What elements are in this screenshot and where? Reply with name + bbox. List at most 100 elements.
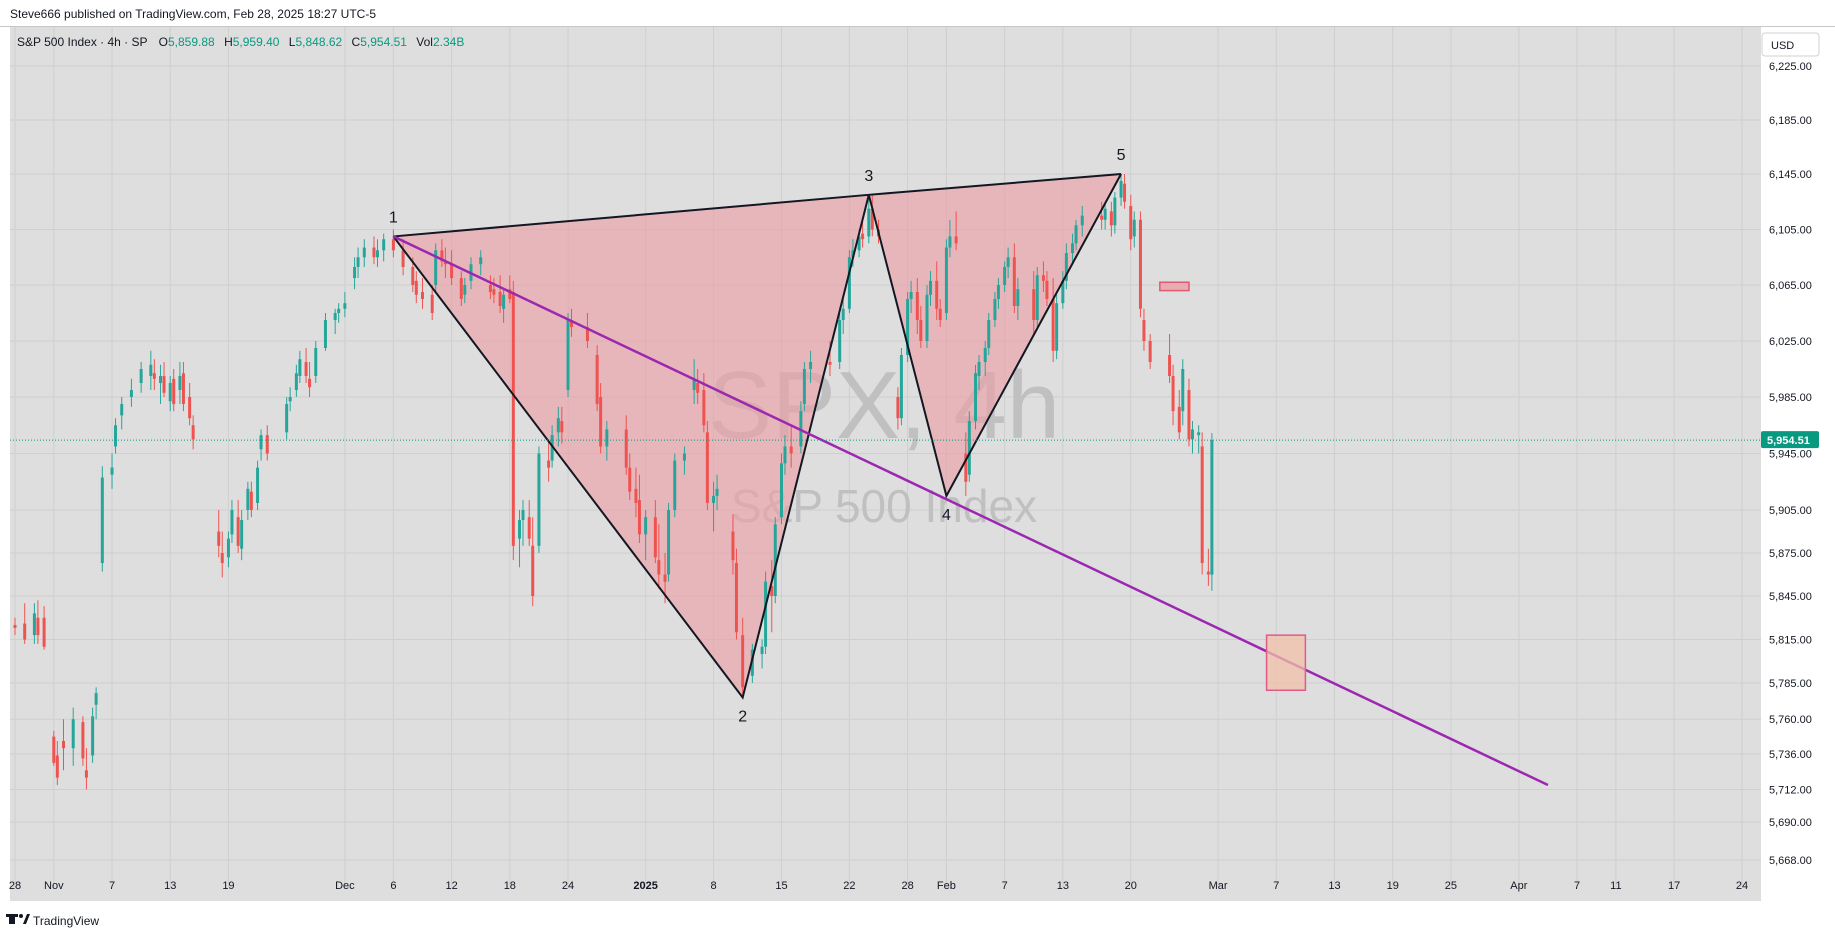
candle	[537, 446, 541, 553]
candle	[230, 500, 234, 543]
candle-body	[1119, 180, 1123, 198]
candle-body	[1197, 432, 1201, 436]
candle-body	[657, 560, 661, 575]
candle-body	[705, 432, 709, 503]
time-tick-label: 28	[9, 880, 21, 892]
candle	[52, 730, 56, 766]
candlesticks	[13, 174, 1214, 790]
candle-body	[841, 308, 845, 320]
candle	[547, 439, 551, 482]
candle	[1061, 271, 1065, 309]
candle	[1148, 334, 1152, 369]
candle	[841, 299, 845, 334]
candle	[919, 306, 923, 348]
candle	[867, 197, 871, 244]
purple-trendline[interactable]	[392, 235, 1549, 787]
price-tick-label: 5,712.00	[1769, 784, 1812, 796]
time-tick-label: Mar	[1209, 880, 1228, 892]
candle	[1045, 271, 1049, 306]
candle-body	[521, 510, 525, 521]
candle-body	[372, 247, 376, 258]
candle-body	[1055, 303, 1059, 351]
candle	[644, 510, 648, 561]
candle	[32, 603, 36, 644]
candle-body	[1168, 355, 1172, 376]
candle-body	[653, 517, 657, 558]
currency-label: USD	[1771, 40, 1794, 52]
pattern-lines[interactable]	[392, 173, 1122, 700]
candle	[802, 362, 806, 412]
candle	[1138, 211, 1142, 318]
candle-body	[1064, 253, 1068, 281]
candle-body	[906, 299, 910, 355]
candle	[1051, 278, 1055, 362]
candle-body	[599, 397, 603, 447]
candle-body	[323, 320, 327, 348]
plot-area[interactable]	[10, 27, 1761, 901]
candle	[870, 194, 874, 237]
candle	[149, 350, 153, 390]
pattern-triangle-bcd[interactable]	[868, 174, 1122, 496]
candle	[511, 280, 515, 561]
pattern-labels: 1 2 3 4 5	[389, 147, 1126, 725]
candle	[667, 502, 671, 582]
candle	[308, 362, 312, 397]
candle	[181, 362, 185, 412]
candle	[463, 278, 467, 304]
currency-button-bg[interactable]	[1761, 32, 1820, 57]
time-tick-label: Dec	[335, 880, 355, 892]
currency-button[interactable]: USD	[1761, 32, 1820, 57]
candle	[94, 687, 98, 720]
candle-body	[120, 404, 124, 416]
price-axis[interactable]: 6,225.00 6,185.00 6,145.00 6,105.00 6,065.00…	[1769, 61, 1812, 867]
candle-body	[948, 236, 952, 248]
candle-body	[1200, 446, 1204, 564]
candle-body	[265, 435, 269, 454]
candle-body	[356, 257, 360, 267]
candle-body	[375, 250, 379, 258]
legend-open-label: O	[159, 35, 168, 49]
candle-body	[308, 378, 312, 388]
candle	[1190, 421, 1194, 454]
trendline[interactable]	[392, 235, 1549, 787]
candle-body	[159, 376, 163, 383]
candle-body	[938, 308, 942, 320]
boxes[interactable]	[1159, 281, 1307, 691]
pattern-line-1-3[interactable]	[393, 193, 869, 238]
candle-body	[1142, 320, 1146, 341]
candle-body	[1148, 341, 1152, 362]
candle	[1103, 201, 1107, 230]
candle-body	[773, 524, 777, 596]
candle	[682, 446, 686, 475]
candle-body	[867, 208, 871, 237]
candle	[55, 740, 59, 786]
time-tick-label: Feb	[937, 880, 956, 892]
footer-brand[interactable]: TradingView	[6, 914, 99, 928]
tradingview-logo-icon	[6, 914, 30, 924]
price-tick-label: 6,105.00	[1769, 225, 1812, 237]
time-axis[interactable]: 28 Nov 7 13 19 Dec 6 12 18 24 2025 8 15 22 28 Feb 7 13 20 M…	[9, 880, 1748, 892]
candle-body	[152, 373, 156, 379]
candle-body	[459, 278, 463, 299]
candle-body	[288, 397, 292, 402]
candle-body	[896, 397, 900, 419]
candle	[692, 359, 696, 405]
candle-body	[696, 383, 700, 393]
candle	[168, 376, 172, 412]
target-zone-box[interactable]	[1265, 634, 1307, 691]
candle-body	[838, 320, 842, 362]
pattern-line-3-5[interactable]	[868, 173, 1122, 196]
candle	[899, 348, 903, 426]
candle	[285, 397, 289, 440]
candle-body	[935, 280, 939, 309]
candle-body	[734, 563, 738, 633]
small-marker-box[interactable]	[1159, 281, 1190, 292]
candle-body	[870, 208, 874, 230]
candle-body	[13, 625, 17, 628]
candle	[566, 313, 570, 397]
candle	[337, 303, 341, 323]
time-tick-label: 8	[710, 880, 716, 892]
legend-high-label: H	[224, 35, 233, 49]
candle-body	[977, 362, 981, 376]
